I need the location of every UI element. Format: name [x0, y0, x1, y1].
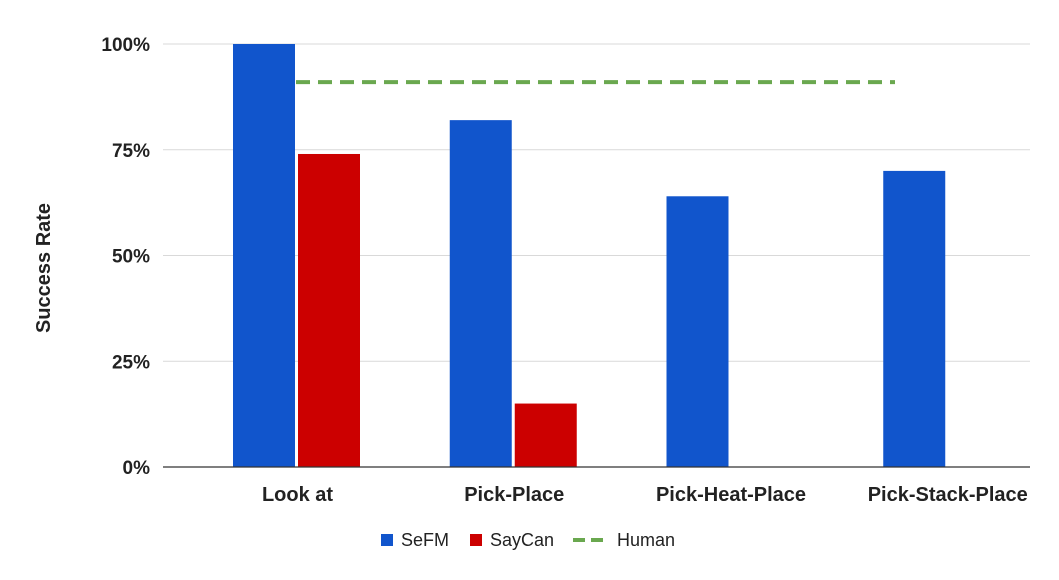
y-axis-title: Success Rate: [33, 203, 55, 333]
bar-sefm-1: [449, 120, 512, 467]
y-tick-label: 0%: [123, 458, 151, 479]
bars: [233, 44, 946, 468]
bar-saycan-0: [298, 153, 360, 468]
category-labels: Look at Pick-Place Pick-Heat-Place Pick-Sta…: [262, 484, 1028, 506]
bar-sefm-2: [666, 196, 729, 467]
legend: SeFM SayCan Human: [381, 530, 675, 550]
x-tick-label: Pick-Place: [464, 484, 564, 506]
x-tick-label: Look at: [262, 484, 333, 506]
y-tick-label: 25%: [112, 352, 150, 373]
bar-sefm-3: [883, 170, 946, 467]
legend-label-sefm: SeFM: [401, 530, 449, 550]
legend-label-saycan: SayCan: [490, 530, 554, 550]
legend-label-human: Human: [617, 530, 675, 550]
x-tick-label: Pick-Stack-Place: [868, 484, 1028, 506]
y-axis-ticks: 0% 25% 50% 75% 100%: [101, 35, 150, 479]
legend-swatch-saycan: [470, 534, 482, 546]
y-tick-label: 50%: [112, 247, 150, 268]
y-tick-label: 100%: [101, 35, 150, 56]
y-tick-label: 75%: [112, 141, 150, 162]
x-tick-label: Pick-Heat-Place: [656, 484, 806, 506]
legend-swatch-sefm: [381, 534, 393, 546]
bar-sefm-0: [233, 44, 295, 467]
bar-saycan-1: [514, 403, 577, 467]
